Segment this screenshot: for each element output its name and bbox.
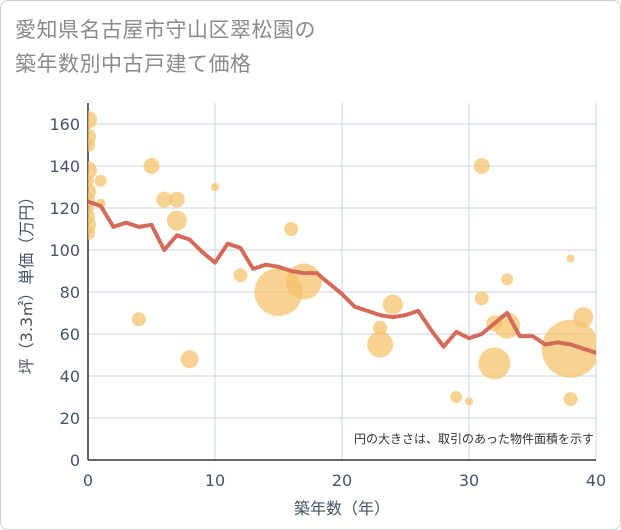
bubble-point xyxy=(88,226,95,241)
y-tick-label: 120 xyxy=(49,199,80,218)
bubble-layer xyxy=(88,110,596,407)
bubble-point xyxy=(473,158,490,174)
x-tick-label: 30 xyxy=(459,471,479,490)
bubble-point xyxy=(474,291,489,306)
bubble-point xyxy=(143,158,160,174)
y-axis-label: 坪（3.3㎡）単価（万円） xyxy=(17,189,36,374)
bubble-point xyxy=(131,312,146,327)
bubble-point xyxy=(450,391,463,403)
bubble-point xyxy=(88,110,97,129)
bubble-point xyxy=(284,222,299,236)
bubble-point xyxy=(168,191,185,208)
bubble-point xyxy=(285,263,322,300)
x-tick-label: 10 xyxy=(205,471,225,490)
bubble-point xyxy=(373,320,388,335)
y-tick-label: 80 xyxy=(60,283,80,302)
bubble-point xyxy=(156,191,173,208)
y-tick-label: 40 xyxy=(60,367,80,386)
bubble-point xyxy=(94,174,107,187)
y-tick-label: 100 xyxy=(49,241,80,260)
y-tick-label: 60 xyxy=(60,325,80,344)
bubble-point xyxy=(211,183,219,191)
bubble-point xyxy=(88,138,95,152)
bubble-point xyxy=(166,210,187,231)
bubble-point xyxy=(541,319,596,378)
x-tick-label: 40 xyxy=(586,471,606,490)
y-tick-label: 0 xyxy=(70,451,80,470)
chart-title: 愛知県名古屋市守山区翠松園の 築年数別中古戸建て価格 xyxy=(15,13,316,81)
x-axis-label: 築年数（年） xyxy=(294,499,390,518)
y-tick-label: 20 xyxy=(60,409,80,428)
title-line-2: 築年数別中古戸建て価格 xyxy=(15,52,252,76)
bubble-point xyxy=(88,161,97,180)
bubble-point xyxy=(180,350,199,369)
bubble-point xyxy=(478,347,511,380)
bubble-point xyxy=(465,397,473,406)
y-tick-label: 140 xyxy=(49,157,80,176)
bubble-point xyxy=(367,331,394,358)
bubble-point xyxy=(563,392,578,407)
y-tick-label: 160 xyxy=(49,115,80,134)
bubble-point xyxy=(573,307,594,328)
bubble-point xyxy=(566,254,575,263)
size-note: 円の大きさは、取引のあった物件面積を示す xyxy=(354,431,594,446)
bubble-point xyxy=(501,273,514,286)
title-line-1: 愛知県名古屋市守山区翠松園の xyxy=(15,18,316,42)
x-tick-label: 0 xyxy=(83,471,93,490)
average-price-line xyxy=(88,199,596,355)
x-tick-label: 20 xyxy=(332,471,352,490)
bubble-point xyxy=(233,268,248,283)
bubble-point xyxy=(382,294,403,315)
